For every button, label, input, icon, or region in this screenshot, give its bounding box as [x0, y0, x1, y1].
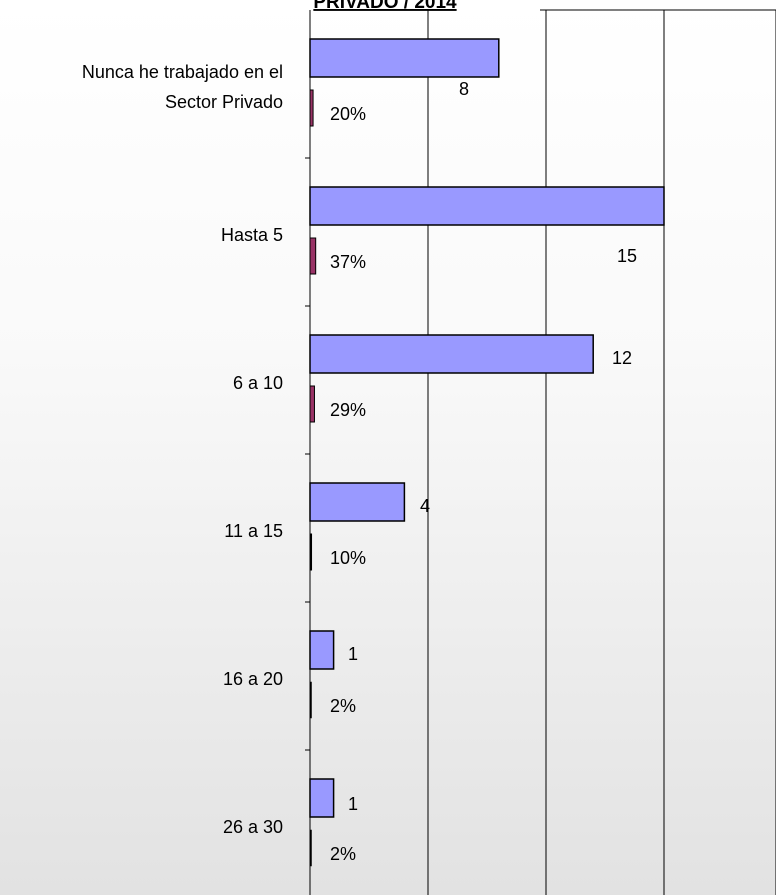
- count-label: 1: [348, 794, 358, 814]
- chart-marks: 8 20% 15 37% 12 29% 4 10% 1 2% 1 2%: [309, 38, 665, 867]
- count-label: 12: [612, 348, 632, 368]
- count-bar: [309, 186, 665, 226]
- percent-label: 20%: [330, 104, 366, 124]
- count-bar: [309, 482, 406, 522]
- percent-label: 2%: [330, 844, 356, 864]
- category-label: 6 a 10: [233, 373, 283, 393]
- count-bar: [309, 38, 500, 78]
- count-bar: [309, 630, 335, 670]
- percent-label: 29%: [330, 400, 366, 420]
- percent-bar: [309, 385, 315, 423]
- count-label: 15: [617, 246, 637, 266]
- category-label: 26 a 30: [223, 817, 283, 837]
- count-label: 8: [459, 79, 469, 99]
- category-label: 16 a 20: [223, 669, 283, 689]
- percent-label: 37%: [330, 252, 366, 272]
- category-axis: Nunca he trabajado en el Sector Privado Ha…: [82, 9, 776, 895]
- count-bar: [309, 334, 594, 374]
- count-bar: [309, 778, 335, 818]
- gridlines: [427, 10, 776, 895]
- category-label: Sector Privado: [165, 92, 283, 112]
- percent-label: 2%: [330, 696, 356, 716]
- count-label: 1: [348, 644, 358, 664]
- percent-bar: [309, 237, 317, 275]
- chart-title: PRIVADO / 2014: [313, 0, 457, 13]
- category-label: Hasta 5: [221, 225, 283, 245]
- category-label: Nunca he trabajado en el: [82, 62, 283, 82]
- percent-label: 10%: [330, 548, 366, 568]
- category-label: 11 a 15: [224, 521, 283, 541]
- count-label: 4: [420, 496, 430, 516]
